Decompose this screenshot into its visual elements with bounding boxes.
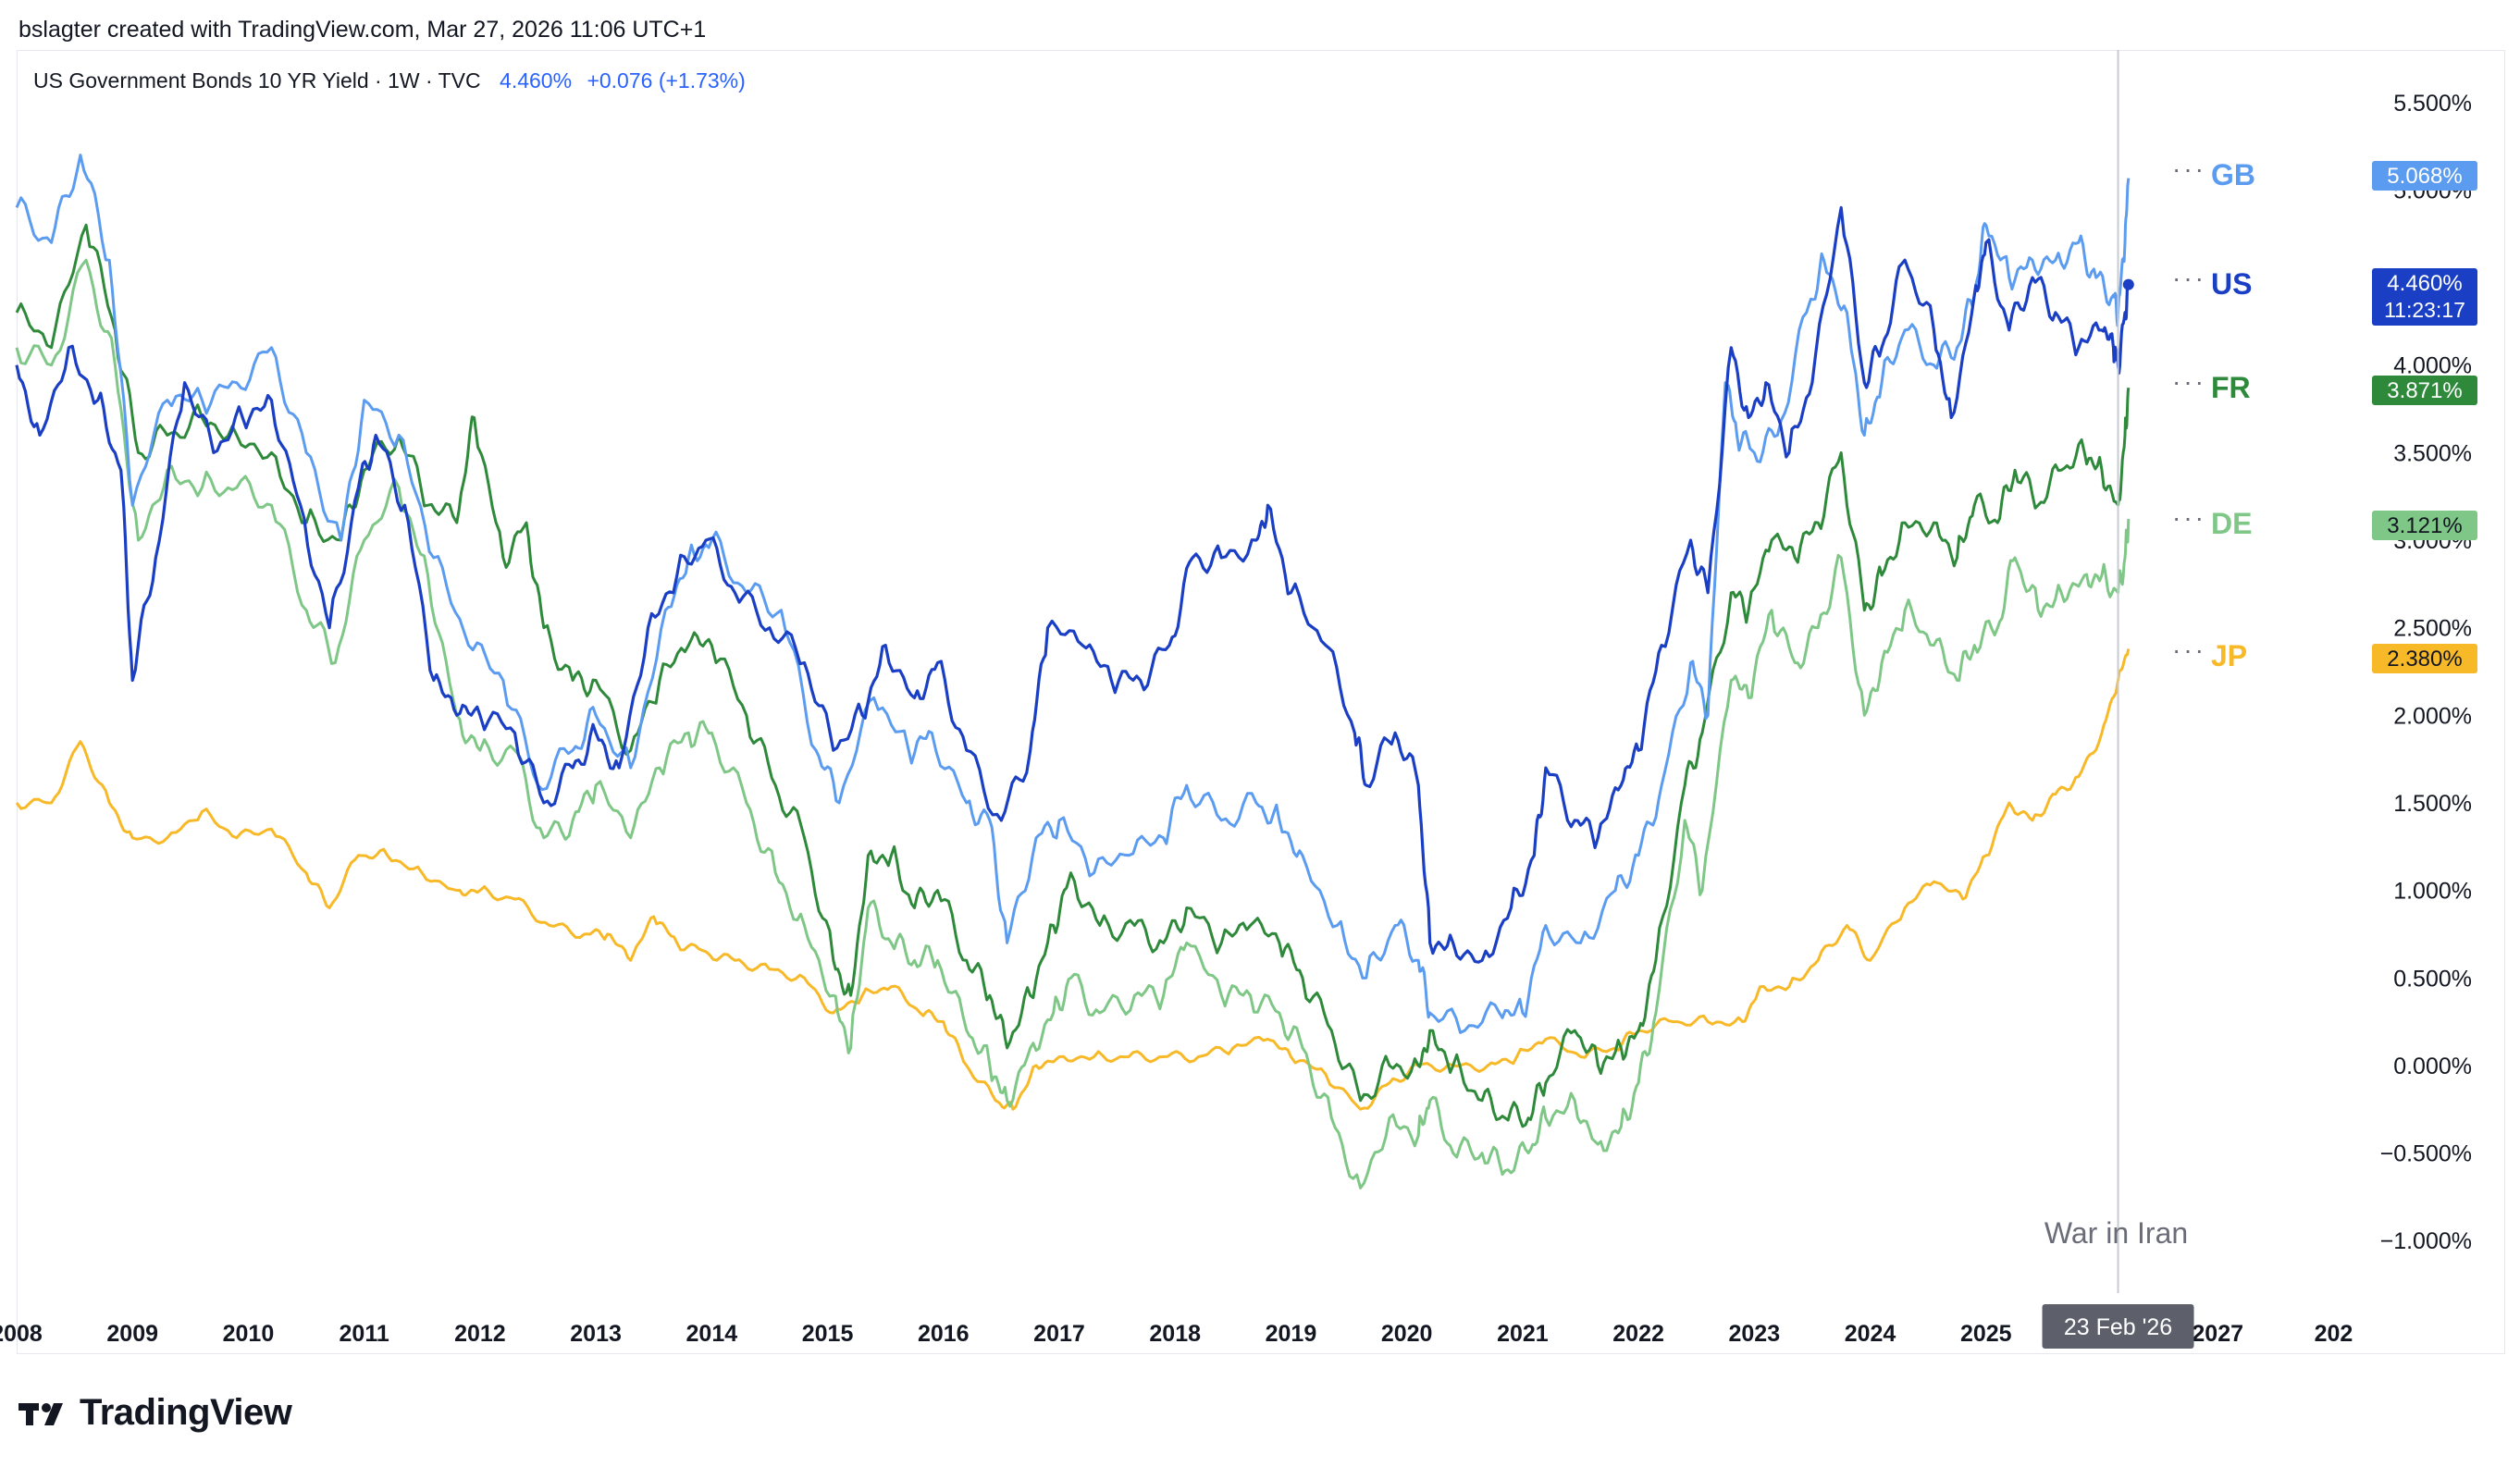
x-tick-label: 2009	[106, 1321, 158, 1347]
series-line-us	[15, 205, 2131, 964]
x-tick-label: 2017	[1033, 1321, 1085, 1347]
x-tick-label: 2016	[918, 1321, 970, 1347]
price-badge-value-jp: 2.380%	[2387, 647, 2462, 672]
chart-attribution: bslagter created with TradingView.com, M…	[19, 17, 707, 43]
y-tick-label: 2.500%	[2393, 616, 2472, 642]
war-in-iran-annotation: War in Iran	[2044, 1216, 2188, 1250]
series-leader-de: ···	[2172, 503, 2206, 532]
price-badge-value-gb: 5.068%	[2387, 164, 2462, 189]
cursor-date-label: 23 Feb '26	[2064, 1314, 2172, 1340]
x-tick-label: 202	[2315, 1321, 2353, 1347]
series-line-fr	[15, 223, 2131, 1128]
price-badge-de	[2372, 511, 2477, 540]
cursor-date-badge	[2042, 1304, 2194, 1349]
series-end-labels: ··· GB··· US··· FR··· DE··· JP	[2122, 154, 2255, 672]
crosshair-group: War in Iran	[2044, 50, 2188, 1293]
series-label-jp: JP	[2211, 639, 2247, 672]
legend-title: US Government Bonds 10 YR Yield · 1W · T…	[33, 68, 481, 92]
price-badge-countdown: 11:23:17	[2384, 298, 2465, 322]
series-label-gb: GB	[2211, 158, 2255, 191]
x-tick-label: 2014	[686, 1321, 738, 1347]
chart-frame	[17, 50, 2505, 1354]
series-leader-gb: ···	[2172, 154, 2206, 183]
x-tick-label: 2015	[802, 1321, 854, 1347]
series-label-us: US	[2211, 267, 2252, 301]
price-badge-value-de: 3.121%	[2387, 513, 2462, 538]
y-tick-label: 0.500%	[2393, 966, 2472, 992]
price-badge-us	[2372, 268, 2477, 326]
series-lines	[15, 154, 2131, 1190]
y-tick-label: 1.500%	[2393, 791, 2472, 817]
x-tick-label: 2020	[1381, 1321, 1433, 1347]
series-leader-jp: ···	[2172, 635, 2206, 664]
us-last-point	[2122, 278, 2134, 290]
x-tick-label: 2027	[2192, 1321, 2243, 1347]
x-tick-label: 2008	[0, 1321, 43, 1347]
x-tick-label: 2018	[1149, 1321, 1201, 1347]
series-line-gb	[15, 154, 2131, 1034]
y-tick-label: 4.000%	[2393, 353, 2472, 379]
x-tick-label: 2023	[1729, 1321, 1781, 1347]
tradingview-logo-icon	[19, 1402, 63, 1425]
series-leader-us: ···	[2172, 264, 2206, 292]
yield-chart[interactable]: War in Iran ··· GB··· US··· FR··· DE··· JP 5.…	[0, 0, 2520, 1369]
x-axis: 2008 2009 2010 2011 2012 2013 2014 2015 2016 2017…	[0, 1304, 2353, 1349]
x-tick-label: 2013	[570, 1321, 622, 1347]
x-tick-label: 2022	[1612, 1321, 1664, 1347]
y-tick-label: 5.500%	[2393, 91, 2472, 117]
x-tick-label: 2012	[454, 1321, 506, 1347]
x-tick-label: 2011	[340, 1321, 389, 1347]
y-tick-label: 3.500%	[2393, 440, 2472, 466]
tradingview-logo-text: TradingView	[80, 1392, 292, 1433]
series-label-de: DE	[2211, 507, 2252, 540]
price-badge-value-fr: 3.871%	[2387, 378, 2462, 403]
x-tick-label: 2019	[1266, 1321, 1317, 1347]
price-badges: 5.068% 4.460%11:23:17 3.871% 3.121% 2.380%	[2372, 161, 2477, 673]
x-tick-label: 2025	[1960, 1321, 2012, 1347]
price-badge-value-us: 4.460%	[2387, 271, 2462, 296]
legend-value: 4.460%	[500, 68, 573, 92]
price-badge-jp	[2372, 644, 2477, 673]
series-line-jp	[15, 648, 2131, 1111]
price-badge-gb	[2372, 161, 2477, 191]
series-line-de	[15, 258, 2131, 1190]
y-tick-label: 0.000%	[2393, 1054, 2472, 1079]
tradingview-logo[interactable]: TradingView	[19, 1392, 292, 1434]
x-tick-label: 2024	[1845, 1321, 1896, 1347]
y-tick-label: −1.000%	[2380, 1228, 2472, 1254]
x-tick-label: 2010	[223, 1321, 275, 1347]
series-leader-fr: ···	[2172, 367, 2206, 396]
series-label-fr: FR	[2211, 371, 2251, 404]
x-tick-label: 2021	[1497, 1321, 1549, 1347]
y-tick-label: 2.000%	[2393, 703, 2472, 729]
price-badge-fr	[2372, 376, 2477, 405]
y-tick-label: 1.000%	[2393, 879, 2472, 905]
chart-legend: US Government Bonds 10 YR Yield · 1W · T…	[33, 68, 746, 93]
y-tick-label: −0.500%	[2380, 1141, 2472, 1167]
legend-change: +0.076 (+1.73%)	[587, 68, 746, 92]
